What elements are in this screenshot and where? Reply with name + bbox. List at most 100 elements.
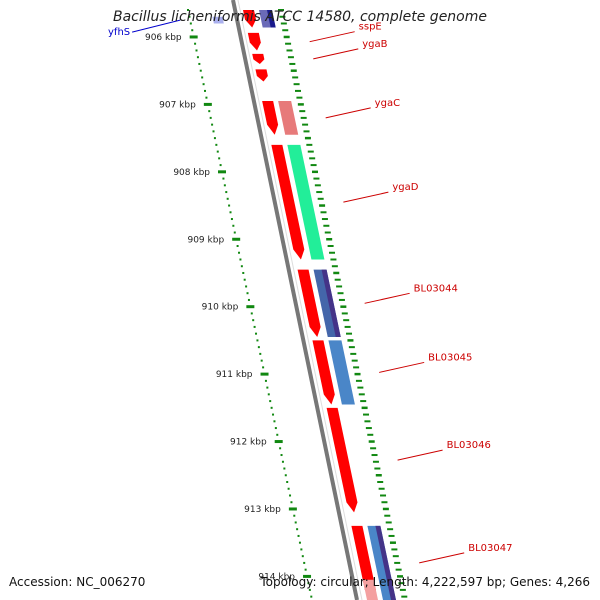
ruler-dot <box>303 561 306 564</box>
feature-block <box>375 525 396 600</box>
gene-BL03045 <box>312 340 335 405</box>
ruler-dot <box>213 137 216 140</box>
feature-block <box>243 10 257 28</box>
genome-summary: Topology: circular; Length: 4,222,597 bp… <box>260 575 590 589</box>
gene-label: yfhS <box>108 27 130 38</box>
ruler-label: 908 kbp <box>173 168 210 178</box>
ruler-dot <box>293 514 296 517</box>
ruler-dot <box>194 42 197 45</box>
ruler-dot <box>232 224 235 227</box>
gene-label-line <box>309 31 355 43</box>
gene-label-line <box>419 552 465 564</box>
ruler-dot <box>269 400 272 403</box>
ruler-dot <box>240 265 243 268</box>
ruler-dot <box>287 487 290 490</box>
ruler-dot <box>199 69 202 72</box>
gene-BL03044 <box>297 269 321 338</box>
ruler-dot <box>284 474 287 477</box>
ruler-dot <box>298 541 301 544</box>
ruler-dot <box>246 292 249 295</box>
ruler-dot <box>290 501 293 504</box>
ruler-dot <box>202 83 205 86</box>
gene-label: BL03047 <box>468 543 512 554</box>
gene-BL03046 <box>326 407 358 513</box>
ruler-label: 910 kbp <box>202 303 239 313</box>
feature-block <box>287 144 325 260</box>
ruler-label: 907 kbp <box>159 100 196 110</box>
ruler-dot <box>267 393 270 396</box>
gene-yfhS <box>212 16 224 24</box>
ruler-dot <box>296 528 299 531</box>
gene-label-line <box>343 191 389 203</box>
feature-block <box>267 10 276 28</box>
ruler-label: 913 kbp <box>244 505 281 515</box>
ruler-dot <box>215 143 218 146</box>
feature-block <box>362 579 378 600</box>
ruler-label: 909 kbp <box>187 235 224 245</box>
gene-label: ygaB <box>362 39 387 50</box>
map-title: Bacillus licheniformis ATCC 14580, compl… <box>113 9 487 25</box>
ruler-dot <box>239 258 242 261</box>
ruler-dot <box>188 15 191 18</box>
ruler-dot <box>209 116 212 119</box>
ruler-dot <box>297 534 300 537</box>
ruler-dot <box>274 427 277 430</box>
gene-label: ygaC <box>375 98 400 109</box>
ruler-dot <box>243 278 246 281</box>
gene-ygaD <box>271 144 305 260</box>
ruler-dot <box>279 447 282 450</box>
ruler-dot <box>259 352 262 355</box>
ruler-dot <box>289 494 292 497</box>
ruler-dot <box>304 568 307 571</box>
ruler-dot <box>281 460 284 463</box>
ruler-label: 912 kbp <box>230 438 267 448</box>
ruler-dot <box>283 467 286 470</box>
ruler-dot <box>223 184 226 187</box>
gene-ygaB <box>252 53 265 64</box>
ruler-dot <box>187 9 189 11</box>
ruler-dot <box>294 521 297 524</box>
ruler-dot <box>216 150 219 153</box>
ruler-dot <box>257 346 260 349</box>
ruler-dot <box>228 204 231 207</box>
ruler-dot <box>218 157 221 160</box>
gene-label: ygaD <box>392 182 418 193</box>
gene-label: BL03044 <box>414 283 458 294</box>
ruler-dot <box>253 325 256 328</box>
ruler-dot <box>252 319 255 322</box>
ruler-dot <box>201 76 204 79</box>
ruler-dot <box>212 130 215 133</box>
ruler-dot <box>208 110 211 113</box>
ruler-dot <box>256 339 259 342</box>
ruler-dot <box>245 285 248 288</box>
ruler-dot <box>272 413 275 416</box>
ruler-dot <box>219 164 222 167</box>
ruler-dot <box>229 211 232 214</box>
ruler-dot <box>196 56 199 59</box>
gene-label-line <box>313 48 359 60</box>
ruler-dot <box>230 218 233 221</box>
ruler-dot <box>222 177 225 180</box>
gene-label: sspE <box>359 22 382 33</box>
ruler-dot <box>195 49 198 52</box>
ruler-dot <box>300 548 303 551</box>
ruler-dot <box>308 588 311 591</box>
gene-label-line <box>379 361 425 373</box>
ruler-dot <box>286 481 289 483</box>
ruler-dot <box>273 420 276 423</box>
ruler-dot <box>204 89 207 92</box>
ruler-dot <box>226 197 229 200</box>
feature-block <box>255 69 268 82</box>
ruler-dot <box>260 359 263 362</box>
ruler-dot <box>280 454 283 457</box>
ruler-label: 911 kbp <box>216 370 253 380</box>
ruler-dot <box>310 595 313 598</box>
ruler-label: 906 kbp <box>145 33 182 43</box>
ruler-dot <box>255 332 258 335</box>
gene-label-line <box>132 19 181 33</box>
gene-label: BL03046 <box>447 440 491 451</box>
ruler-dot <box>250 312 253 315</box>
ruler-dot <box>198 62 201 65</box>
